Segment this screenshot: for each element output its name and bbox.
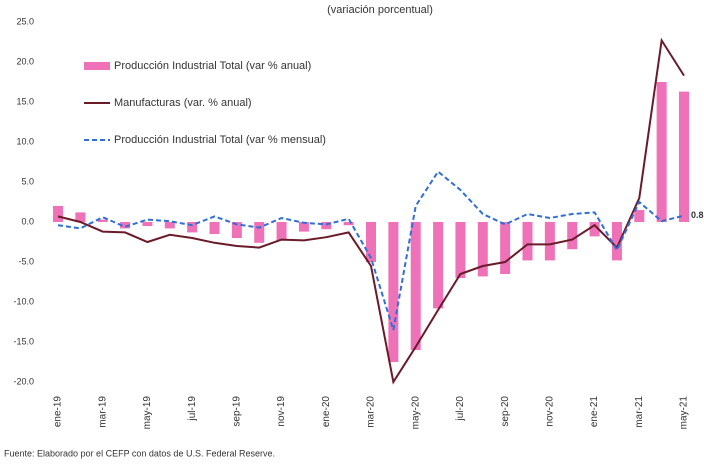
x-tick-label: may-21 xyxy=(679,396,690,430)
x-tick-label: mar-21 xyxy=(634,396,645,428)
x-tick-label: mar-20 xyxy=(366,396,377,428)
bar xyxy=(321,222,332,230)
bar xyxy=(164,222,175,229)
bar xyxy=(433,222,444,309)
x-tick-label: nov-19 xyxy=(276,396,287,427)
bar xyxy=(388,222,399,362)
bar xyxy=(97,219,108,222)
x-tick-label: nov-20 xyxy=(544,396,555,427)
x-tick-label: sep-19 xyxy=(231,396,242,427)
bar xyxy=(209,222,220,234)
bar xyxy=(231,222,242,238)
bar xyxy=(53,206,63,222)
bar xyxy=(567,222,578,250)
bar xyxy=(298,222,309,232)
y-tick-label: -10.0 xyxy=(13,296,34,306)
x-tick-label: ene-21 xyxy=(589,396,600,428)
bar xyxy=(75,212,86,222)
x-tick-label: may-20 xyxy=(410,396,421,430)
bar xyxy=(544,222,555,261)
bar xyxy=(254,222,265,243)
y-tick-label: 0.0 xyxy=(21,216,34,226)
bar xyxy=(410,222,421,350)
y-tick-label: 15.0 xyxy=(16,96,34,106)
bar xyxy=(187,222,198,233)
bar xyxy=(589,222,600,237)
data-label: 0.8 xyxy=(691,210,704,220)
y-tick-label: -15.0 xyxy=(13,336,34,346)
bar xyxy=(634,210,645,222)
bar xyxy=(142,222,153,226)
x-tick-label: may-19 xyxy=(142,396,153,430)
x-tick-label: ene-19 xyxy=(53,396,64,428)
source-note: Fuente: Elaborado por el CEFP con datos … xyxy=(4,448,275,458)
bar xyxy=(611,222,622,261)
bar xyxy=(343,222,354,226)
x-tick-label: jul-19 xyxy=(187,396,198,422)
legend-label: Manufacturas (var. % anual) xyxy=(114,97,252,109)
bar xyxy=(500,222,511,274)
y-tick-label: -5.0 xyxy=(18,256,34,266)
x-tick-label: ene-20 xyxy=(321,396,332,428)
bar xyxy=(477,222,488,277)
bar xyxy=(366,222,376,262)
bar xyxy=(455,222,466,278)
legend-swatch xyxy=(84,62,110,70)
legend-label: Producción Industrial Total (var % mensu… xyxy=(114,134,326,146)
bar xyxy=(120,222,131,229)
bar xyxy=(276,222,287,241)
x-tick-label: mar-19 xyxy=(97,396,108,428)
y-tick-label: 10.0 xyxy=(16,136,34,146)
bar xyxy=(522,222,533,261)
y-tick-label: 25.0 xyxy=(16,16,34,26)
line xyxy=(57,170,685,331)
x-tick-label: sep-20 xyxy=(500,396,511,427)
y-tick-label: 5.0 xyxy=(21,176,34,186)
y-tick-label: -20.0 xyxy=(13,376,34,386)
bar xyxy=(656,82,667,222)
legend-label: Producción Industrial Total (var % anual… xyxy=(114,60,311,72)
line xyxy=(57,37,685,385)
chart-subtitle: (variación porcentual) xyxy=(327,4,433,16)
x-tick-label: jul-20 xyxy=(455,396,466,422)
bar xyxy=(679,91,689,222)
y-tick-label: 20.0 xyxy=(16,56,34,66)
